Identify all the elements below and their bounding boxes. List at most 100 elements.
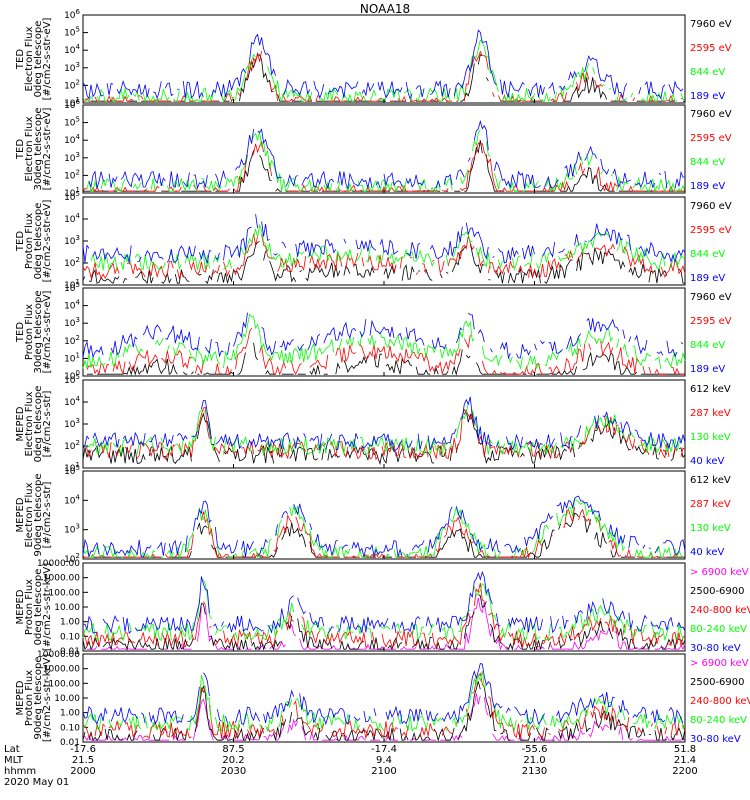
y-axis-label: MEPEDProton Flux0deg telescope[#/cm2-s-s… [15, 563, 53, 651]
legend-item: 2595 eV [690, 133, 732, 144]
legend-item: > 6900 keV [690, 658, 749, 669]
y-tick-label: 102 [64, 78, 80, 91]
x-tick-label: 20.2 [222, 755, 244, 766]
y-tick-label: 104 [64, 395, 80, 408]
y-tick-label: 1.00 [60, 709, 80, 719]
legend-item: 844 eV [690, 157, 725, 168]
y-tick-label: 104 [64, 212, 80, 225]
legend-item: 2595 eV [690, 43, 732, 54]
series-trace-red [82, 233, 686, 280]
y-tick-label: 105 [64, 26, 80, 39]
legend-item: 189 eV [690, 91, 725, 102]
legend-item: > 6900 keV [690, 567, 749, 578]
y-tick-label: 103 [64, 151, 80, 164]
series-trace-green [82, 39, 685, 103]
legend-item: 80-240 keV [690, 624, 747, 635]
series-trace-green [82, 579, 684, 642]
legend-item: 844 eV [690, 67, 725, 78]
series-trace-black [82, 594, 686, 651]
y-tick-label: 100.00 [49, 679, 81, 689]
legend-item: 2595 eV [690, 225, 732, 236]
x-tick-label: 87.5 [222, 744, 244, 755]
legend-item: 7960 eV [690, 109, 732, 120]
x-tick-label: 9.4 [376, 755, 392, 766]
panel-frame [82, 196, 686, 286]
y-axis-label: TEDElectron Flux30deg telescope[#/cm2-s-… [15, 107, 53, 190]
y-axis-label: MEPEDElectron Flux0deg telescope[#/cm2-s… [15, 386, 53, 463]
y-tick-label: 1000.00 [43, 665, 80, 675]
series-trace-blue [82, 570, 686, 634]
legend-item: 30-80 keV [690, 734, 741, 745]
legend-item: 287 keV [690, 408, 731, 419]
y-axis-label: MEPEDProton Flux90deg telescope[#/cm2-s-… [15, 654, 53, 742]
y-axis-label: TEDElectron Flux0deg telescope[#/cm2-s-s… [15, 18, 53, 101]
series-trace-blue [82, 396, 686, 451]
row-label-mlt: MLT [4, 755, 24, 766]
series-trace-red [86, 327, 686, 376]
series-trace-green [82, 313, 686, 370]
series-trace-green [86, 129, 686, 193]
y-tick-label: 1000.00 [43, 574, 80, 584]
y-tick-label: 102 [64, 334, 80, 347]
y-tick-label: 106 [64, 8, 80, 21]
legend-item: 612 keV [690, 475, 731, 486]
x-tick-label: 2100 [371, 766, 396, 777]
legend-item: 2500-6900 [690, 586, 745, 597]
x-tick-label: 2030 [221, 766, 246, 777]
x-tick-label: -55.6 [522, 744, 548, 755]
y-tick-label: 104 [64, 299, 80, 312]
x-tick-label: -17.6 [70, 744, 96, 755]
legend-item: 30-80 keV [690, 643, 741, 654]
y-tick-label: 103 [64, 61, 80, 74]
series-trace-red [83, 50, 684, 103]
series-trace-blue [82, 312, 684, 360]
x-tick-label: 2200 [672, 766, 697, 777]
y-tick-label: 102 [64, 168, 80, 181]
x-tick-label: 21.0 [523, 755, 545, 766]
legend-item: 612 keV [690, 384, 731, 395]
y-axis-label: TEDProton Flux30deg telescope[#/cm2-s-st… [15, 290, 53, 373]
series-trace-black [82, 409, 686, 466]
x-tick-label: 21.4 [674, 755, 696, 766]
chart-title: NOAA18 [360, 2, 410, 16]
series-trace-green [82, 671, 686, 733]
legend-item: 7960 eV [690, 201, 732, 212]
legend-item: 40 keV [690, 547, 724, 558]
legend-item: 130 keV [690, 523, 731, 534]
series-trace-blue [82, 29, 684, 100]
series-trace-red [82, 672, 686, 740]
legend-item: 287 keV [690, 499, 731, 510]
legend-item: 844 eV [690, 340, 725, 351]
series-trace-black [82, 681, 686, 742]
series-trace-blue [82, 662, 684, 726]
panel-meped-p-0: 0.01 0.10 1.00 10.00 100.00 1000.00 10000.00ME… [15, 559, 750, 657]
legend-item: 130 keV [690, 432, 731, 443]
panels: 101 102 103 104 105 106 TEDElectron Flux0deg t… [15, 8, 750, 748]
legend-item: 240-800 keV [690, 696, 750, 707]
x-tick-label: 21.5 [72, 755, 94, 766]
row-label-lat: Lat [4, 744, 20, 755]
y-tick-label: 102 [64, 439, 80, 452]
x-tick-label: 2000 [70, 766, 95, 777]
legend-item: 80-240 keV [690, 715, 747, 726]
legend-item: 2595 eV [690, 316, 732, 327]
x-tick-label: 2130 [522, 766, 547, 777]
series-trace-blue [88, 119, 686, 190]
y-tick-label: 103 [64, 523, 80, 536]
y-tick-label: 103 [64, 316, 80, 329]
legend-item: 40 keV [690, 456, 724, 467]
y-tick-label: 103 [64, 234, 80, 247]
series-trace-blue [82, 495, 686, 558]
y-axis-label: MEPEDElectron Flux90deg telescope[#/cm2-… [15, 473, 53, 556]
series-trace-green [82, 499, 684, 559]
y-tick-label: 1.00 [60, 618, 80, 628]
legend-item: 189 eV [690, 273, 725, 284]
date-label: 2020 May 01 [4, 777, 69, 788]
series-trace-red [84, 406, 686, 461]
y-axis-label: TEDProton Flux0deg telescope[#/cm2-s-str… [15, 200, 53, 283]
